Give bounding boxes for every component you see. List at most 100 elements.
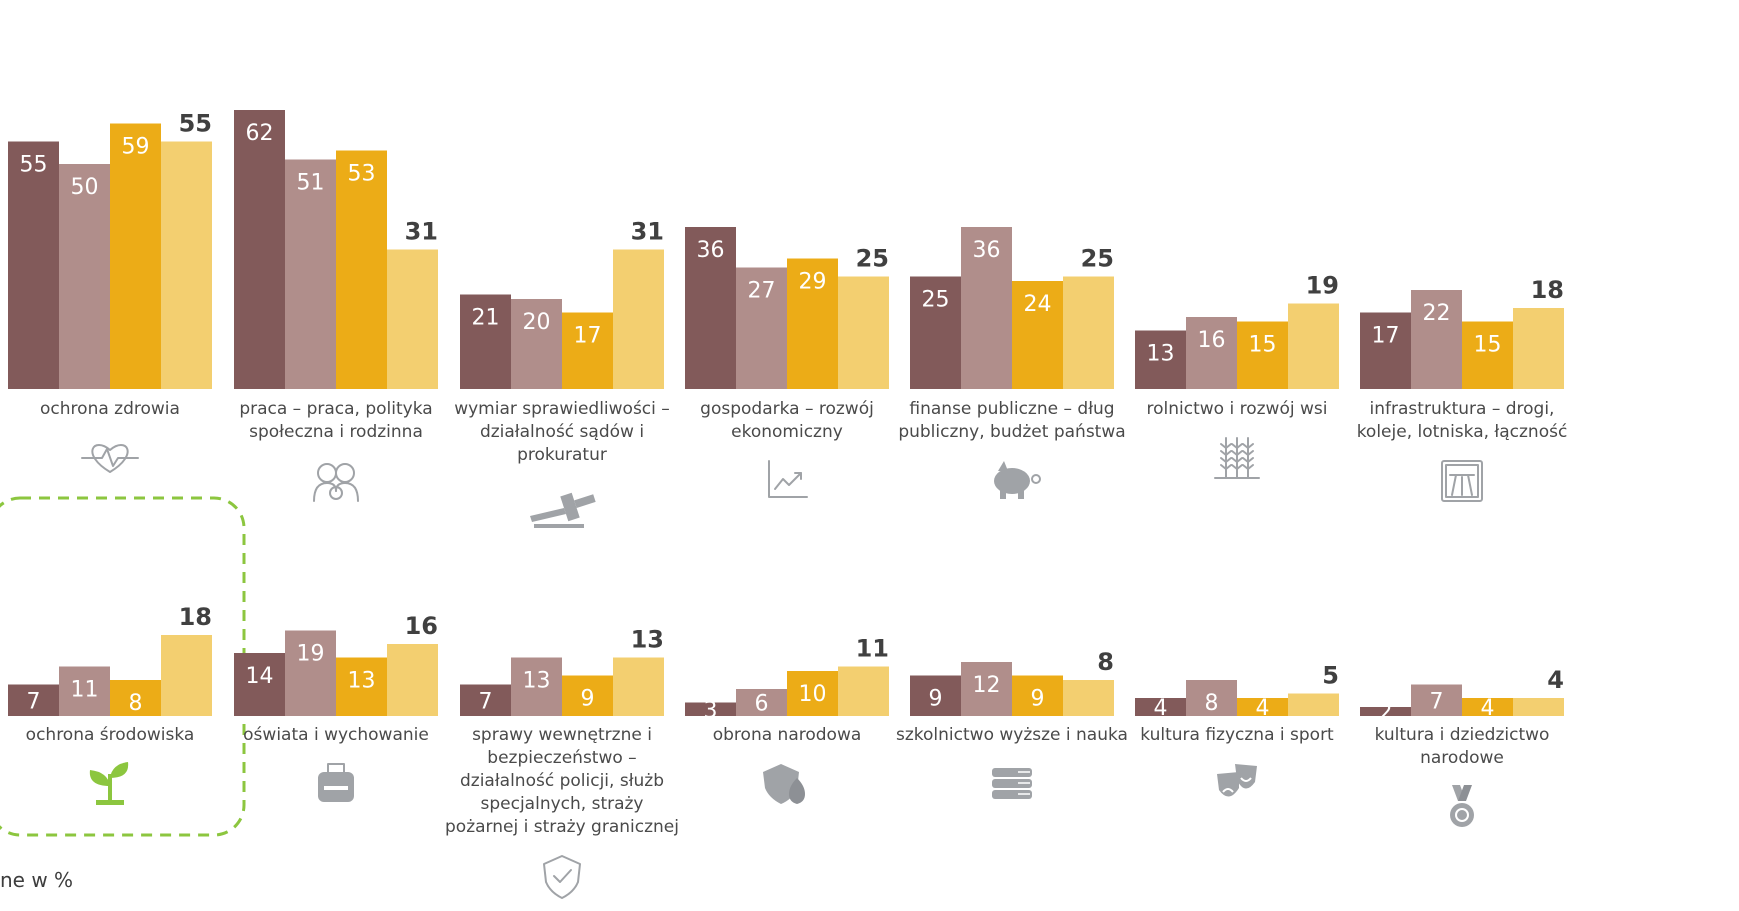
data-label: 17 <box>1372 324 1400 349</box>
data-label: 7 <box>479 689 493 714</box>
bar-series-3 <box>562 312 613 389</box>
bar-series-1 <box>910 675 961 716</box>
category-label: narodowe <box>1420 748 1504 768</box>
bar-series-2 <box>511 657 562 716</box>
chart-panel: 7 13 9 13 sprawy wewnętrzne i bezpieczeństwo … <box>445 626 679 899</box>
data-label: 11 <box>856 635 889 663</box>
category-label: praca – praca, polityka <box>239 399 432 419</box>
bar-series-1 <box>460 294 511 389</box>
category-label: ochrona środowiska <box>26 725 195 745</box>
category-label: prokuratur <box>517 445 607 465</box>
data-label: 5 <box>1322 662 1339 690</box>
data-label: 18 <box>1531 276 1564 304</box>
category-label: koleje, lotniska, łączność <box>1357 422 1568 442</box>
data-label: 8 <box>1097 648 1114 676</box>
bar-series-2 <box>1186 317 1237 389</box>
bar-series-3 <box>336 657 387 716</box>
gavel-icon <box>530 492 596 528</box>
trend-chart-icon <box>768 460 808 498</box>
bar-series-4 <box>1513 698 1564 716</box>
category-label: kultura i dziedzictwo <box>1375 725 1550 745</box>
bar-series-1 <box>8 141 59 389</box>
category-label: ochrona zdrowia <box>40 399 180 419</box>
data-label: 13 <box>348 669 376 694</box>
bar-series-1 <box>1135 698 1186 716</box>
bar-series-3 <box>110 123 161 389</box>
category-label: działalność policji, służb <box>460 771 664 791</box>
books-icon <box>992 768 1032 799</box>
bar-series-4 <box>838 666 889 716</box>
bar-series-1 <box>1360 312 1411 389</box>
data-label: 24 <box>1024 292 1052 317</box>
category-label: szkolnictwo wyższe i nauka <box>896 725 1128 745</box>
bar-series-2 <box>511 299 562 389</box>
bar-series-4 <box>1513 308 1564 389</box>
chart-panel: 36 27 29 25 gospodarka – rozwój ekonomiczny <box>685 227 889 498</box>
data-label: 12 <box>973 673 1001 698</box>
category-label: publiczny, budżet państwa <box>898 422 1125 442</box>
bar-series-1 <box>910 276 961 389</box>
bar-series-1 <box>8 684 59 716</box>
data-label: 4 <box>1481 696 1495 721</box>
data-label: 16 <box>1198 328 1226 353</box>
bar-series-2 <box>736 689 787 716</box>
data-label: 4 <box>1154 696 1168 721</box>
chart-panel: 55 50 59 55 ochrona zdrowia <box>8 110 212 473</box>
bar-series-1 <box>685 227 736 389</box>
data-label: 17 <box>574 324 602 349</box>
shield-fire-icon <box>763 764 805 804</box>
chart-panel: 2 7 4 4 kultura i dziedzictwo narodowe <box>1360 666 1564 827</box>
bar-series-2 <box>285 159 336 389</box>
bar-series-3 <box>1012 281 1063 389</box>
category-label: sprawy wewnętrzne i <box>472 725 652 745</box>
wheat-icon <box>1214 437 1260 479</box>
data-label: 7 <box>1430 689 1444 714</box>
category-label: społeczna i rodzinna <box>249 422 423 442</box>
data-label: 27 <box>748 279 776 304</box>
data-label: 15 <box>1474 333 1502 358</box>
data-label: 55 <box>20 153 48 178</box>
data-label: 36 <box>697 238 725 263</box>
data-label: 8 <box>1205 691 1219 716</box>
data-label: 9 <box>929 687 943 712</box>
data-label: 13 <box>523 669 551 694</box>
chart-panel: 25 36 24 25 finanse publiczne – dług publiczn… <box>898 227 1126 499</box>
data-label: 13 <box>1147 342 1175 367</box>
category-label: pożarnej i straży granicznej <box>445 817 679 837</box>
chart-panel: 21 20 17 31 wymiar sprawiedliwości – działaln… <box>454 218 670 528</box>
data-label: 20 <box>523 310 551 335</box>
category-label: wymiar sprawiedliwości – <box>454 399 670 419</box>
bar-series-2 <box>961 227 1012 389</box>
highlight-frame <box>0 496 246 837</box>
bar-series-1 <box>1360 707 1411 716</box>
heartbeat-icon <box>81 444 139 473</box>
data-label: 11 <box>71 678 99 703</box>
data-label: 4 <box>1547 666 1564 694</box>
chart-panel: 62 51 53 31 praca – praca, polityka społeczna… <box>234 110 438 502</box>
plant-icon <box>89 762 129 805</box>
bar-series-4 <box>613 657 664 716</box>
bar-series-3 <box>110 680 161 716</box>
chart-panel: 13 16 15 19 rolnictwo i rozwój wsi <box>1135 272 1339 479</box>
bar-series-4 <box>1063 276 1114 389</box>
bar-series-2 <box>736 267 787 389</box>
category-label: działalność sądów i <box>480 422 644 442</box>
shield-check-icon <box>543 855 581 899</box>
bar-series-2 <box>1186 680 1237 716</box>
bar-series-3 <box>336 150 387 389</box>
category-label: rolnictwo i rozwój wsi <box>1147 399 1328 419</box>
data-label: 50 <box>71 175 99 200</box>
piggy-bank-icon <box>994 461 1041 499</box>
bar-series-1 <box>234 653 285 716</box>
bar-series-3 <box>1237 698 1288 716</box>
data-label: 62 <box>246 121 274 146</box>
medal-icon <box>1450 785 1474 827</box>
bar-series-1 <box>460 684 511 716</box>
bar-series-4 <box>838 276 889 389</box>
bar-series-3 <box>562 675 613 716</box>
data-label: 36 <box>973 238 1001 263</box>
bar-series-4 <box>387 249 438 389</box>
category-label: obrona narodowa <box>713 725 862 745</box>
category-label: infrastruktura – drogi, <box>1370 399 1555 419</box>
data-label: 25 <box>1081 245 1114 273</box>
